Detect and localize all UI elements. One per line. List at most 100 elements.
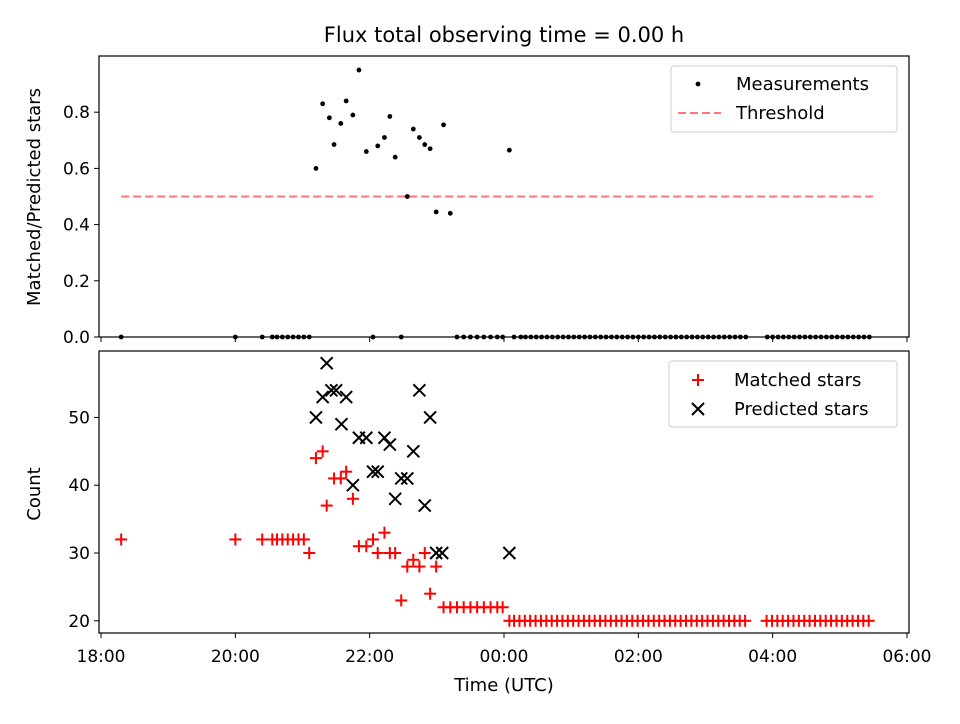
matched-star-point	[407, 553, 420, 566]
predicted-star-point	[429, 546, 443, 560]
matched-star-point	[320, 499, 333, 512]
matched-star-point	[346, 492, 359, 505]
measurement-point	[363, 149, 369, 154]
measurement-point	[678, 334, 684, 340]
measurement-point	[743, 334, 749, 340]
measurement-point	[410, 126, 416, 132]
matched-star-point	[430, 560, 443, 573]
measurement-point	[500, 334, 506, 340]
predicted-star-point	[383, 437, 397, 452]
bottom-y-tick-label: 50	[68, 408, 90, 428]
top-y-axis-label: Matched/Predicted stars	[24, 88, 45, 306]
measurement-point	[732, 334, 738, 340]
matched-star-point	[340, 465, 353, 478]
measurement-point	[689, 334, 695, 340]
predicted-star-point	[412, 383, 427, 398]
measurement-point	[454, 334, 460, 340]
measurement-point	[700, 334, 706, 340]
predicted-star-point	[406, 444, 421, 459]
predicted-star-point	[400, 471, 414, 486]
measurement-point	[807, 334, 813, 340]
measurement-point	[356, 67, 362, 73]
measurement-point	[813, 334, 819, 340]
measurement-point	[447, 210, 453, 216]
top-y-tick-label: 0.4	[63, 216, 90, 236]
measurement-point	[461, 334, 467, 340]
measurement-point	[468, 334, 473, 340]
measurement-point	[370, 334, 376, 340]
top-chart-title: Flux total observing time = 0.00 h	[324, 23, 684, 47]
measurement-point	[474, 334, 480, 340]
measurement-point	[738, 334, 743, 340]
matched-star-point	[334, 472, 347, 485]
measurement-point	[555, 334, 561, 340]
measurement-point	[306, 334, 312, 340]
legend-measurements-marker	[695, 81, 701, 87]
measurement-point	[523, 334, 528, 340]
x-tick-label: 06:00	[882, 647, 931, 667]
measurement-point	[684, 334, 690, 340]
bottom-y-tick-label: 30	[68, 544, 90, 564]
measurement-point	[269, 334, 275, 340]
measurement-point	[818, 334, 824, 340]
measurement-point	[598, 334, 604, 340]
measurement-point	[603, 334, 609, 340]
measurement-point	[285, 334, 291, 340]
predicted-star-point	[329, 383, 343, 398]
x-tick-label: 18:00	[77, 647, 126, 667]
measurement-point	[592, 334, 598, 340]
measurement-point	[320, 101, 326, 107]
measurement-point	[652, 334, 657, 340]
measurement-point	[343, 98, 349, 104]
predicted-star-point	[315, 390, 330, 404]
predicted-star-point	[359, 431, 374, 445]
measurement-point	[630, 334, 636, 340]
bottom-legend: Matched stars Predicted stars	[668, 360, 898, 428]
measurement-point	[560, 334, 566, 340]
measurement-point	[635, 334, 641, 340]
measurement-point	[481, 334, 487, 340]
matched-star-point	[413, 560, 426, 573]
measurement-point	[259, 334, 265, 340]
matched-star-point	[401, 560, 414, 573]
measurement-point	[511, 334, 517, 340]
predicted-star-point	[346, 478, 360, 492]
measurement-point	[375, 143, 381, 149]
measurement-point	[404, 194, 410, 199]
matched-star-point	[316, 445, 329, 458]
measurement-point	[427, 146, 433, 152]
bottom-y-tick-label: 20	[68, 612, 90, 632]
measurement-point	[118, 334, 124, 340]
top-panel: 0.0 0.2 0.4 0.6 0.8	[63, 55, 910, 348]
measurement-point	[533, 334, 539, 340]
matched-star-point	[367, 533, 380, 546]
measurement-point	[845, 334, 851, 340]
measurement-point	[829, 334, 835, 340]
matched-star-point	[360, 540, 373, 553]
measurement-point	[398, 334, 404, 340]
measurement-point	[770, 334, 776, 340]
matched-star-point	[378, 526, 391, 539]
measurement-point	[662, 334, 668, 340]
measurement-point	[392, 154, 398, 160]
measurement-point	[422, 142, 428, 147]
measurement-point	[614, 334, 620, 340]
measurement-point	[802, 334, 808, 340]
measurement-point	[571, 334, 577, 340]
measurement-point	[549, 334, 555, 340]
measurement-point	[382, 135, 387, 140]
matched-star-point	[115, 533, 128, 546]
measurement-point	[834, 334, 840, 340]
measurement-point	[797, 334, 802, 340]
measurement-point	[646, 334, 652, 340]
legend-matched-marker	[692, 374, 704, 386]
matched-star-point	[303, 547, 316, 560]
measurement-point	[338, 121, 344, 126]
measurement-point	[528, 334, 534, 340]
measurement-point	[576, 334, 582, 340]
measurement-point	[566, 334, 571, 340]
predicted-star-point	[423, 410, 437, 425]
measurement-point	[416, 135, 422, 140]
matched-star-point	[395, 594, 408, 607]
